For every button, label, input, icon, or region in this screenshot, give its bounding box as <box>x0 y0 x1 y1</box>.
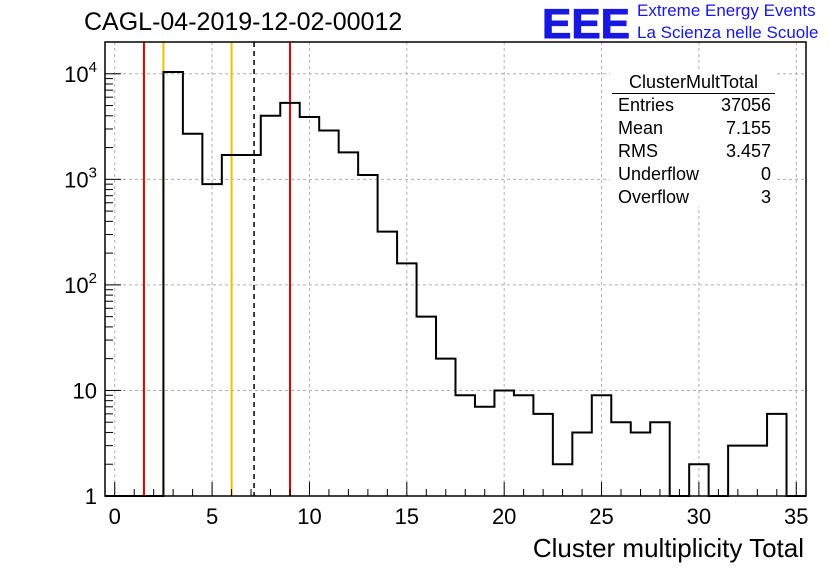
x-tick-label: 10 <box>297 504 321 529</box>
stats-label: Overflow <box>618 187 690 207</box>
histogram-bin <box>728 446 747 496</box>
marker-lines <box>142 42 291 496</box>
y-tick-label: 104 <box>64 59 97 87</box>
histogram-bin <box>319 131 338 496</box>
stats-box: ClusterMultTotal Entries 37056 Mean 7.15… <box>610 71 777 209</box>
y-tick-label: 10 <box>73 378 97 403</box>
stats-row-overflow: Overflow 3 <box>610 186 777 209</box>
histogram-bin <box>611 422 630 496</box>
logo-tagline-2: La Scienza nelle Scuole <box>637 23 819 42</box>
stats-divider <box>612 93 775 94</box>
histogram-bin <box>163 72 182 496</box>
stats-row-underflow: Underflow 0 <box>610 163 777 186</box>
stats-label: RMS <box>618 141 658 161</box>
histogram-bin <box>436 359 455 496</box>
stats-row-mean: Mean 7.155 <box>610 117 777 140</box>
stats-row-entries: Entries 37056 <box>610 94 777 117</box>
logo-tagline-1: Extreme Energy Events <box>637 1 816 20</box>
stats-title: ClusterMultTotal <box>628 72 759 92</box>
histogram-bin <box>514 395 533 496</box>
histogram-bin <box>378 232 397 496</box>
histogram-bin <box>475 407 494 496</box>
histogram-bin <box>456 395 475 496</box>
stats-row-rms: RMS 3.457 <box>610 140 777 163</box>
x-tick-label: 15 <box>395 504 419 529</box>
histogram-bin <box>241 155 260 496</box>
x-tick-label: 35 <box>784 504 808 529</box>
histogram-bin <box>358 175 377 496</box>
x-tick-label: 25 <box>589 504 613 529</box>
y-tick-label: 1 <box>85 484 97 509</box>
histogram-bin <box>572 432 591 496</box>
y-tick-label: 102 <box>64 270 97 298</box>
x-axis-label: Cluster multiplicity Total <box>532 533 804 563</box>
stats-value: 37056 <box>720 95 771 115</box>
histogram-bin <box>650 422 669 496</box>
stats-value: 3.457 <box>725 141 771 161</box>
stats-label: Entries <box>618 95 675 115</box>
y-tick-label: 103 <box>64 164 97 192</box>
plot-frame <box>104 41 807 497</box>
stats-label: Underflow <box>618 164 700 184</box>
x-tick-label: 30 <box>687 504 711 529</box>
chart-title: CAGL-04-2019-12-02-00012 <box>84 8 403 36</box>
stats-value: 7.155 <box>725 118 771 138</box>
eee-logo: EEE <box>542 2 631 42</box>
stats-label: Mean <box>618 118 664 138</box>
x-tick-label: 5 <box>206 504 218 529</box>
histogram-bin <box>631 432 650 496</box>
stats-value: 3 <box>760 187 771 207</box>
histogram-bin <box>417 317 436 496</box>
logo-mark: EEE <box>542 2 630 42</box>
x-tick-label: 20 <box>492 504 516 529</box>
histogram-bin <box>767 414 786 496</box>
histogram-bin <box>748 446 767 496</box>
x-tick-label: 0 <box>109 504 121 529</box>
histogram-bin <box>261 116 280 496</box>
histogram-bin <box>183 134 202 496</box>
histogram-bin <box>339 152 358 496</box>
stats-value: 0 <box>760 164 771 184</box>
histogram-bin <box>533 414 552 496</box>
